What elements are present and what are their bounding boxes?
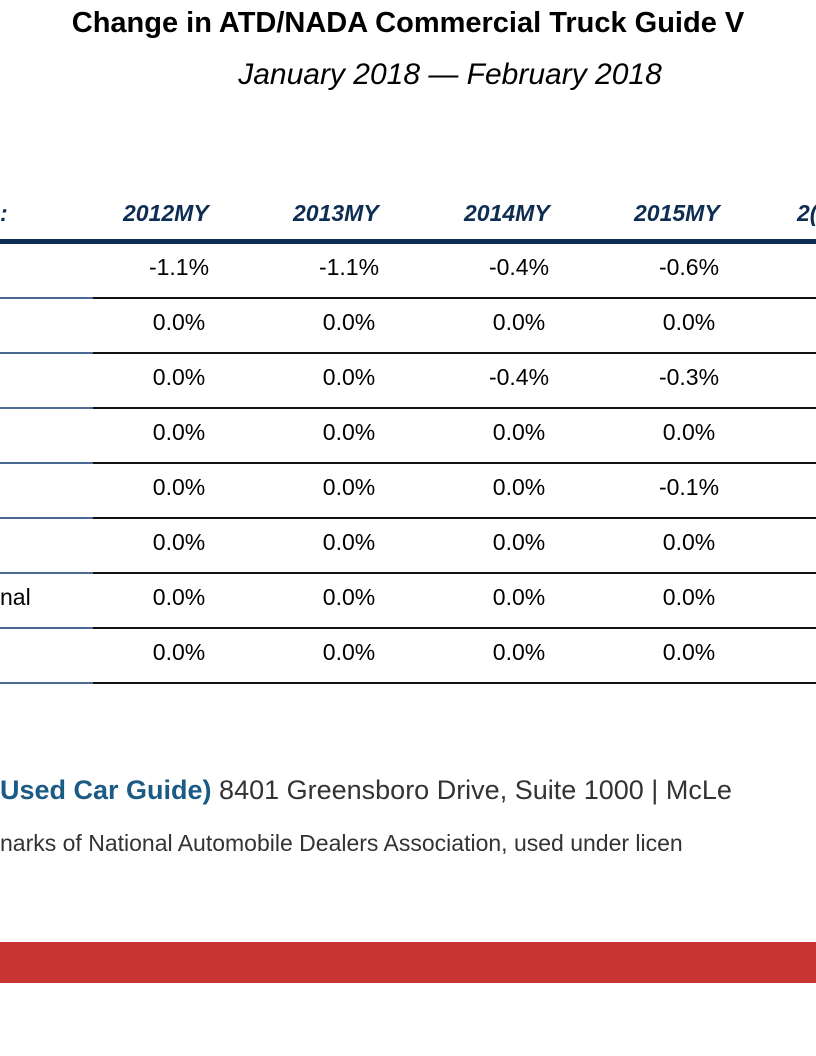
row-rule [93, 462, 816, 464]
page-subtitle: January 2018 — February 2018 [238, 58, 662, 91]
row-rule [93, 572, 816, 574]
table-cell-2013my: 0.0% [322, 584, 376, 610]
table-row: 0.0% 0.0% 0.0% 0.0% [0, 409, 816, 464]
table-cell-2013my: 0.0% [322, 529, 376, 555]
table-cell-2012my: 0.0% [152, 529, 206, 555]
table-cell-2013my: 0.0% [322, 639, 376, 665]
footer-address-line: Used Car Guide) 8401 Greensboro Drive, S… [0, 775, 732, 806]
header-label-fragment: : [0, 200, 8, 226]
table-cell-2014my: 0.0% [492, 639, 546, 665]
footer-brand: Used Car Guide) [0, 775, 212, 805]
header-2013my: 2013MY [293, 200, 379, 226]
row-rule-label [0, 297, 93, 299]
table-cell-2013my: 0.0% [322, 474, 376, 500]
table-cell-2014my: -0.4% [488, 254, 550, 280]
table-cell-2015my: -0.6% [658, 254, 720, 280]
table-cell-2015my: 0.0% [662, 309, 716, 335]
page-title-text: Change in ATD/NADA Commercial Truck Guid… [71, 7, 745, 39]
table-cell-2013my: 0.0% [322, 419, 376, 445]
row-rule-label [0, 517, 93, 519]
table-row: 0.0% 0.0% 0.0% 0.0% [0, 629, 816, 684]
table-cell-2012my: 0.0% [152, 364, 206, 390]
table-cell-2012my: 0.0% [152, 309, 206, 335]
table-row: -1.1% -1.1% -0.4% -0.6% [0, 244, 816, 299]
header-rule [0, 239, 816, 244]
table-cell-2015my: 0.0% [662, 584, 716, 610]
value-change-table: : 2012MY 2013MY 2014MY 2015MY 2( -1.1% -1… [0, 196, 816, 696]
page-title: Change in ATD/NADA Commercial Truck Guid… [0, 0, 816, 46]
table-cell-2014my: 0.0% [492, 309, 546, 335]
footer-red-band [0, 942, 816, 983]
table-cell-2013my: -1.1% [318, 254, 380, 280]
table-cell-2014my: 0.0% [492, 419, 546, 445]
table-row: 0.0% 0.0% 0.0% -0.1% [0, 464, 816, 519]
row-rule-label [0, 627, 93, 629]
row-label: nal [0, 584, 31, 610]
row-rule-label [0, 682, 93, 684]
table-cell-2013my: 0.0% [322, 309, 376, 335]
table-cell-2015my: -0.1% [658, 474, 720, 500]
row-rule [93, 627, 816, 629]
footer-trademark-line: narks of National Automobile Dealers Ass… [0, 830, 683, 856]
row-rule-label [0, 462, 93, 464]
header-2014my: 2014MY [464, 200, 550, 226]
row-rule [93, 352, 816, 354]
table-cell-2015my: 0.0% [662, 529, 716, 555]
row-rule-label [0, 572, 93, 574]
table-cell-2012my: -1.1% [148, 254, 210, 280]
table-cell-2014my: 0.0% [492, 529, 546, 555]
row-rule [93, 407, 816, 409]
table-row: nal 0.0% 0.0% 0.0% 0.0% [0, 574, 816, 629]
table-row: 0.0% 0.0% 0.0% 0.0% [0, 299, 816, 354]
table-cell-2012my: 0.0% [152, 584, 206, 610]
header-2012my: 2012MY [123, 200, 209, 226]
row-rule-label [0, 352, 93, 354]
row-rule [93, 517, 816, 519]
table-cell-2012my: 0.0% [152, 639, 206, 665]
table-header-row: : 2012MY 2013MY 2014MY 2015MY 2( [0, 196, 816, 244]
footer-address: 8401 Greensboro Drive, Suite 1000 | McLe [211, 775, 732, 805]
table-cell-2015my: 0.0% [662, 639, 716, 665]
header-2015my: 2015MY [634, 200, 720, 226]
row-rule-label [0, 407, 93, 409]
table-cell-2014my: 0.0% [492, 584, 546, 610]
row-rule [93, 682, 816, 684]
row-rule [93, 297, 816, 299]
table-row: 0.0% 0.0% 0.0% 0.0% [0, 519, 816, 574]
table-cell-2012my: 0.0% [152, 474, 206, 500]
table-cell-2014my: -0.4% [488, 364, 550, 390]
table-cell-2015my: -0.3% [658, 364, 720, 390]
table-cell-2014my: 0.0% [492, 474, 546, 500]
table-row: 0.0% 0.0% -0.4% -0.3% [0, 354, 816, 409]
table-cell-2012my: 0.0% [152, 419, 206, 445]
table-cell-2013my: 0.0% [322, 364, 376, 390]
table-cell-2015my: 0.0% [662, 419, 716, 445]
header-2016my-partial: 2( [797, 200, 816, 226]
